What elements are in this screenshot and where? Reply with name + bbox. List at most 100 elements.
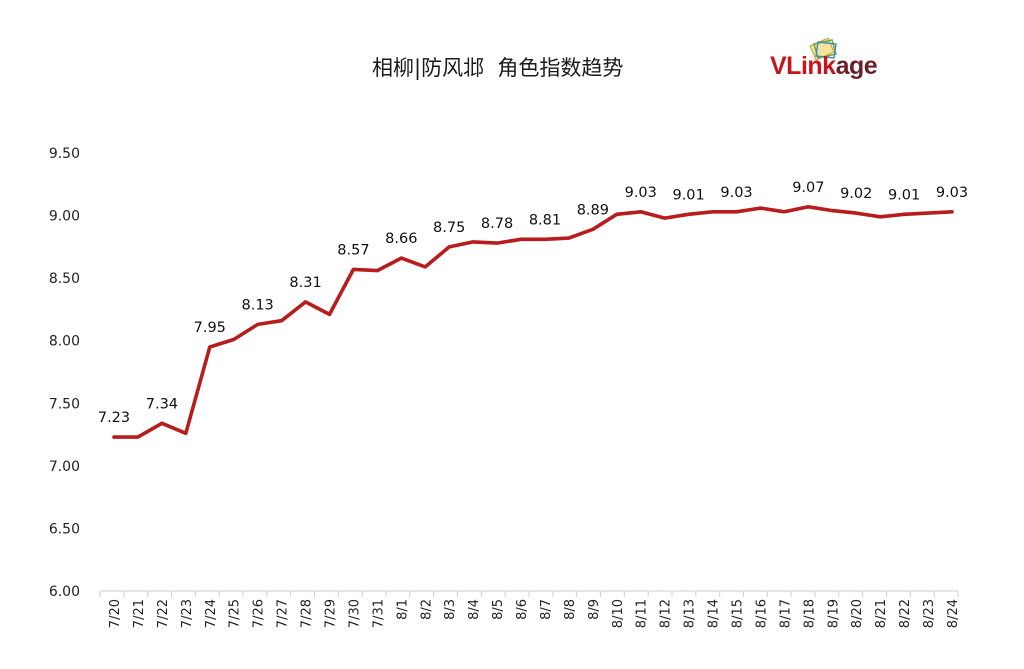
- data-point: [854, 211, 858, 215]
- x-tick-label: 7/22: [156, 599, 171, 628]
- data-point: [423, 265, 427, 269]
- data-label: 8.66: [385, 231, 417, 247]
- data-point: [160, 421, 164, 425]
- data-point: [519, 237, 523, 241]
- x-tick-label: 8/11: [635, 599, 650, 628]
- data-point: [112, 435, 116, 439]
- x-tick-label: 8/18: [802, 599, 817, 628]
- x-tick-label: 7/20: [108, 599, 123, 628]
- x-tick-label: 8/12: [659, 599, 674, 628]
- x-tick-label: 7/23: [180, 599, 195, 628]
- data-point: [232, 337, 236, 341]
- x-tick-label: 7/24: [204, 599, 219, 628]
- x-tick-label: 7/28: [300, 599, 315, 628]
- data-label: 9.07: [792, 180, 824, 196]
- data-label: 7.23: [98, 410, 130, 426]
- data-point: [687, 212, 691, 216]
- x-tick-label: 8/8: [563, 599, 578, 620]
- x-tick-label: 8/9: [587, 599, 602, 620]
- data-label: 8.31: [289, 275, 321, 291]
- data-label: 9.03: [936, 185, 968, 201]
- vlinkage-logo: VLinkage: [770, 37, 900, 86]
- x-tick-label: 8/4: [467, 599, 482, 620]
- x-tick-label: 7/21: [132, 599, 147, 628]
- data-point: [830, 209, 834, 213]
- y-tick-label: 8.50: [49, 271, 80, 287]
- data-point: [615, 212, 619, 216]
- data-label: 8.57: [337, 242, 369, 258]
- logo-cards-icon: [809, 37, 838, 61]
- x-tick-label: 8/22: [898, 599, 913, 628]
- series-line: [112, 205, 954, 439]
- data-label: 8.89: [577, 202, 609, 218]
- data-label: 7.34: [146, 396, 178, 412]
- x-tick-label: 8/1: [395, 599, 410, 620]
- data-label: 9.03: [625, 185, 657, 201]
- data-label: 9.01: [888, 187, 920, 203]
- x-tick-label: 8/2: [419, 599, 434, 620]
- data-point: [304, 300, 308, 304]
- data-point: [806, 205, 810, 209]
- data-label: 9.03: [720, 185, 752, 201]
- y-tick-label: 7.00: [49, 459, 80, 475]
- x-tick-label: 8/15: [731, 599, 746, 628]
- data-label: 9.02: [840, 186, 872, 202]
- x-tick-label: 8/10: [611, 599, 626, 628]
- y-tick-label: 8.00: [49, 334, 80, 350]
- x-tick-label: 8/23: [922, 599, 937, 628]
- y-tick-label: 7.50: [49, 396, 80, 412]
- data-label: 8.75: [433, 220, 465, 236]
- data-point: [327, 312, 331, 316]
- x-tick-label: 8/13: [683, 599, 698, 628]
- x-tick-label: 8/5: [491, 599, 506, 620]
- data-point: [878, 215, 882, 219]
- x-tick-label: 8/7: [539, 599, 554, 620]
- data-point: [399, 256, 403, 260]
- x-tick-label: 8/3: [443, 599, 458, 620]
- data-point: [256, 322, 260, 326]
- x-tick-label: 8/21: [874, 599, 889, 628]
- data-label: 8.81: [529, 212, 561, 228]
- chart-title: 相柳|防风邶 角色指数趋势: [372, 56, 624, 80]
- data-point: [639, 210, 643, 214]
- x-tick-label: 8/20: [850, 599, 865, 628]
- x-tick-label: 7/25: [228, 599, 243, 628]
- x-tick-label: 7/30: [347, 599, 362, 628]
- data-point: [447, 245, 451, 249]
- logo-wordmark: VLinkage: [770, 52, 878, 80]
- data-point: [136, 435, 140, 439]
- data-point: [208, 345, 212, 349]
- data-point: [375, 269, 379, 273]
- y-tick-label: 6.50: [49, 521, 80, 537]
- x-tick-label: 8/17: [778, 599, 793, 628]
- y-tick-label: 9.00: [49, 209, 80, 225]
- data-point: [495, 241, 499, 245]
- data-point: [351, 267, 355, 271]
- y-tick-label: 9.50: [49, 146, 80, 162]
- x-tick-label: 8/14: [707, 599, 722, 628]
- data-label: 8.78: [481, 216, 513, 232]
- data-point: [184, 431, 188, 435]
- data-point: [543, 237, 547, 241]
- data-point: [280, 319, 284, 323]
- x-tick-label: 7/26: [252, 599, 267, 628]
- x-tick-label: 8/24: [946, 599, 961, 628]
- data-point: [950, 210, 954, 214]
- data-point: [471, 240, 475, 244]
- data-label: 7.95: [194, 320, 226, 336]
- data-point: [663, 216, 667, 220]
- y-tick-label: 6.00: [49, 584, 80, 600]
- x-tick-label: 7/27: [276, 599, 291, 628]
- data-label: 9.01: [672, 187, 704, 203]
- data-point: [926, 211, 930, 215]
- data-point: [735, 210, 739, 214]
- data-point: [567, 236, 571, 240]
- x-tick-label: 7/31: [371, 599, 386, 628]
- x-tick-label: 8/16: [754, 599, 769, 628]
- x-tick-label: 8/6: [515, 599, 530, 620]
- data-point: [591, 227, 595, 231]
- data-label: 8.13: [242, 297, 274, 313]
- data-point: [711, 210, 715, 214]
- x-tick-label: 7/29: [323, 599, 338, 628]
